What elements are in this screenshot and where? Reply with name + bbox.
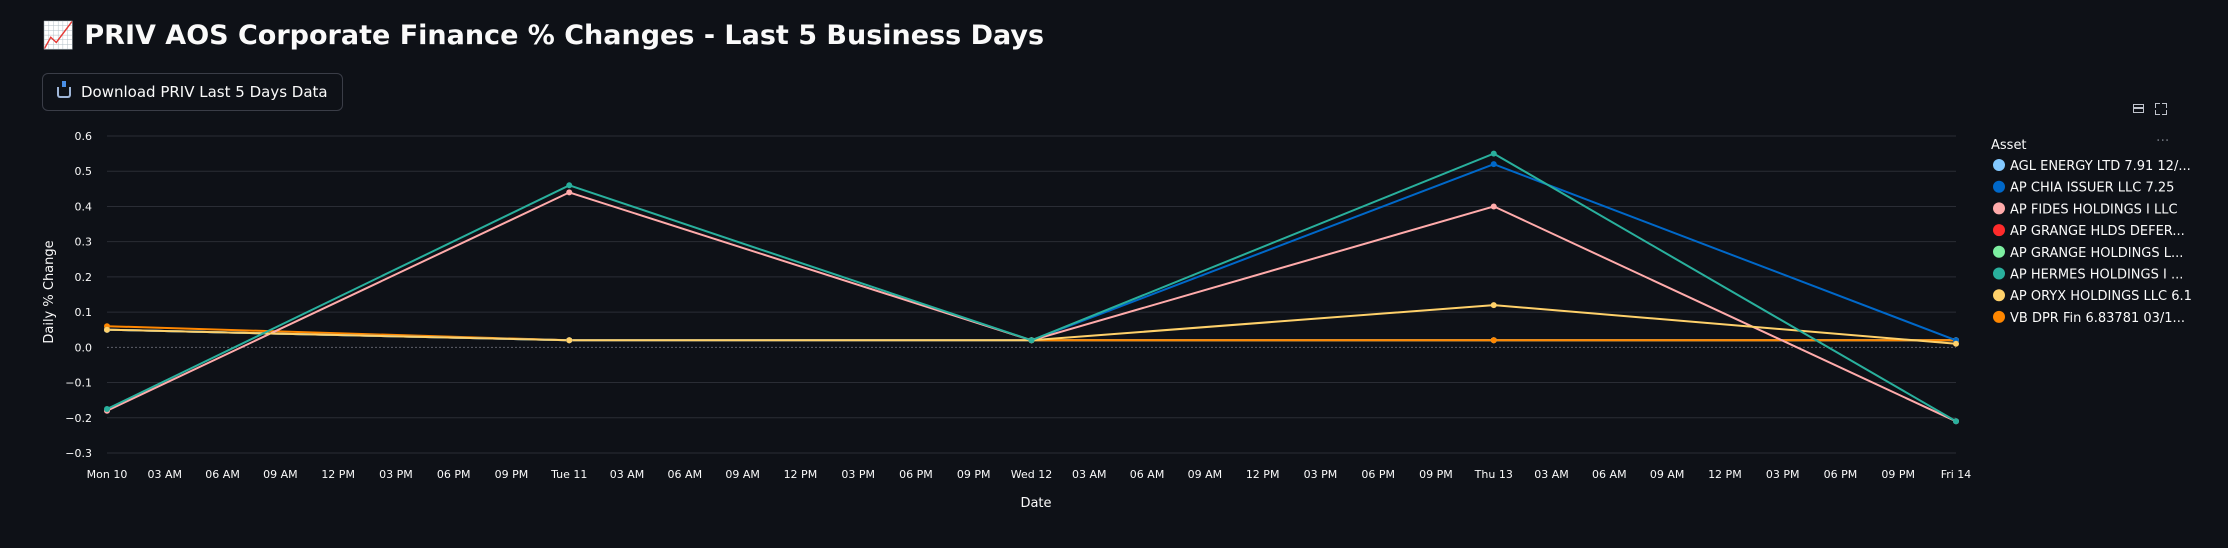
series-point xyxy=(1490,161,1497,168)
chart-emoji-icon: 📈 xyxy=(42,21,75,51)
x-tick-label: 09 AM xyxy=(263,468,298,481)
series-point xyxy=(566,189,573,196)
series-point xyxy=(1490,150,1497,157)
legend-entry[interactable]: AP HERMES HOLDINGS I ... xyxy=(2010,268,2183,283)
y-axis-ticks: −0.3 −0.2 −0.1 0.0 0.1 0.2 0.3 0.4 0.5 0.6 xyxy=(65,130,92,460)
legend-entry[interactable]: VB DPR Fin 6.83781 03/1... xyxy=(2010,311,2185,326)
series-point xyxy=(566,337,573,344)
x-tick-label: 09 AM xyxy=(725,468,760,481)
legend-entry[interactable]: AP GRANGE HOLDINGS L... xyxy=(2010,246,2183,261)
series-point xyxy=(104,326,110,333)
x-tick-label: 03 PM xyxy=(379,468,413,481)
x-tick-label: Fri 14 xyxy=(1941,468,1972,481)
legend-swatch xyxy=(1993,310,2005,323)
x-tick-label: 12 PM xyxy=(784,468,818,481)
x-tick-label: 03 PM xyxy=(1304,468,1338,481)
legend-swatch xyxy=(1993,289,2005,302)
y-tick-label: 0.4 xyxy=(75,200,93,213)
series-line xyxy=(106,152,1957,423)
series-point xyxy=(1953,418,1959,425)
x-tick-label: 06 PM xyxy=(1361,468,1395,481)
series-point xyxy=(1490,203,1497,210)
x-axis-label: Date xyxy=(1020,496,1051,511)
legend-entry[interactable]: AGL ENERGY LTD 7.91 12/... xyxy=(2010,159,2191,174)
inbox-tray-icon xyxy=(57,80,71,98)
table-icon[interactable] xyxy=(2130,100,2148,118)
chart-legend: Asset AGL ENERGY LTD 7.91 12/... AP CHIA … xyxy=(1991,138,2192,326)
legend-entry[interactable]: AP CHIA ISSUER LLC 7.25 xyxy=(2010,181,2174,196)
y-tick-label: 0.1 xyxy=(75,306,93,319)
x-tick-label: Thu 13 xyxy=(1474,468,1513,481)
y-tick-label: 0.3 xyxy=(75,236,93,249)
x-tick-label: 06 AM xyxy=(668,468,703,481)
x-tick-label: 06 PM xyxy=(437,468,471,481)
y-tick-label: −0.3 xyxy=(65,447,92,460)
x-tick-label: 06 AM xyxy=(1592,468,1627,481)
legend-entry[interactable]: AP FIDES HOLDINGS I LLC xyxy=(2010,202,2178,217)
series-point xyxy=(1028,337,1035,344)
x-tick-label: 03 PM xyxy=(841,468,875,481)
series-point xyxy=(104,405,110,412)
x-tick-label: 12 PM xyxy=(1246,468,1280,481)
y-tick-label: 0.0 xyxy=(75,341,93,354)
y-tick-label: 0.6 xyxy=(75,130,93,143)
chart-grid xyxy=(107,135,1956,454)
x-tick-label: 09 PM xyxy=(957,468,991,481)
y-tick-label: −0.2 xyxy=(65,412,92,425)
legend-title: Asset xyxy=(1991,138,2027,153)
x-tick-label: 03 AM xyxy=(1072,468,1107,481)
series-line xyxy=(106,191,1957,423)
chart-series-lines xyxy=(106,152,1957,423)
x-tick-label: 09 PM xyxy=(1419,468,1453,481)
x-tick-label: 12 PM xyxy=(1708,468,1742,481)
y-tick-label: −0.1 xyxy=(65,377,92,390)
x-tick-label: 09 PM xyxy=(495,468,529,481)
legend-entry[interactable]: AP GRANGE HLDS DEFER... xyxy=(2010,224,2185,239)
x-tick-label: 09 AM xyxy=(1650,468,1685,481)
fullscreen-icon[interactable] xyxy=(2152,100,2170,118)
legend-swatch xyxy=(1993,159,2005,171)
legend-swatch xyxy=(1993,245,2005,258)
chart-series-points xyxy=(104,150,1959,425)
y-tick-label: 0.5 xyxy=(75,165,93,178)
download-button-label: Download PRIV Last 5 Days Data xyxy=(81,83,328,101)
download-button[interactable]: Download PRIV Last 5 Days Data xyxy=(42,73,343,111)
x-tick-label: Wed 12 xyxy=(1011,468,1052,481)
y-tick-label: 0.2 xyxy=(75,271,93,284)
page-title: 📈 PRIV AOS Corporate Finance % Changes - … xyxy=(42,20,1044,51)
x-tick-label: 12 PM xyxy=(321,468,355,481)
legend-swatch xyxy=(1993,224,2005,237)
series-line xyxy=(106,163,1957,342)
x-tick-label: 03 AM xyxy=(610,468,645,481)
x-tick-label: 06 PM xyxy=(1824,468,1858,481)
more-icon[interactable]: ··· xyxy=(2156,133,2170,149)
x-tick-label: 03 AM xyxy=(148,468,183,481)
series-point xyxy=(1490,337,1497,344)
x-tick-label: Mon 10 xyxy=(87,468,128,481)
legend-entry[interactable]: AP ORYX HOLDINGS LLC 6.1 xyxy=(2010,289,2192,304)
series-point xyxy=(1953,340,1959,347)
x-tick-label: 06 PM xyxy=(899,468,933,481)
x-tick-label: 06 AM xyxy=(1130,468,1165,481)
series-point xyxy=(566,182,573,189)
x-tick-label: 03 PM xyxy=(1766,468,1800,481)
legend-swatch xyxy=(1993,202,2005,215)
page-title-text: PRIV AOS Corporate Finance % Changes - L… xyxy=(84,20,1045,51)
x-tick-label: 06 AM xyxy=(205,468,240,481)
x-tick-label: Tue 11 xyxy=(550,468,587,481)
x-tick-label: 09 PM xyxy=(1881,468,1915,481)
legend-swatch xyxy=(1993,180,2005,193)
x-tick-label: 03 AM xyxy=(1534,468,1569,481)
x-tick-label: 09 AM xyxy=(1188,468,1223,481)
y-axis-label: Daily % Change xyxy=(42,240,57,343)
x-axis-ticks: Mon 10 03 AM 06 AM 09 AM 12 PM 03 PM 06 PM 09 P… xyxy=(87,468,1972,481)
series-point xyxy=(1490,302,1497,309)
legend-swatch xyxy=(1993,267,2005,280)
